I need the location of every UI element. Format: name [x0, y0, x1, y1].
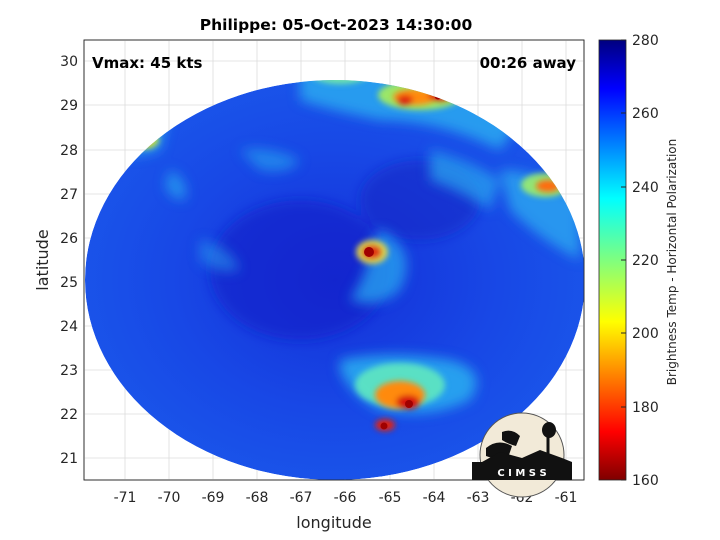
x-tick-label: -71: [114, 490, 137, 506]
y-tick-label: 21: [60, 451, 78, 467]
cimss-logo: C I M S S: [472, 412, 572, 498]
x-tick-label: -66: [334, 490, 357, 506]
colorbar-tick-label: 260: [632, 106, 659, 122]
x-tick-label: -68: [246, 490, 269, 506]
cimss-logo-text: C I M S S: [497, 468, 546, 479]
y-tick-label: 28: [60, 143, 78, 159]
x-tick-label: -64: [423, 490, 446, 506]
x-tick-label: -70: [158, 490, 181, 506]
colorbar-tick-label: 160: [632, 473, 659, 489]
x-tick-label: -69: [202, 490, 225, 506]
chart-title: Philippe: 05-Oct-2023 14:30:00: [200, 16, 473, 34]
axes-frame: [83, 39, 585, 481]
x-tick-label: -61: [555, 490, 578, 506]
y-tick-label: 29: [60, 98, 78, 114]
y-tick-label: 25: [60, 275, 78, 291]
y-axis-label: latitude: [33, 229, 52, 290]
x-tick-label: -65: [379, 490, 402, 506]
y-tick-label: 30: [60, 54, 78, 70]
colorbar: 280 260 240 220 200 180 160 Brightness T…: [598, 33, 679, 489]
x-axis: -71 -70 -69 -68 -67 -66 -65 -64 -63 -62 …: [114, 490, 578, 532]
colorbar-tick-label: 200: [632, 326, 659, 342]
y-tick-label: 24: [60, 319, 78, 335]
colorbar-tick-label: 220: [632, 253, 659, 269]
colorbar-tick-label: 240: [632, 180, 659, 196]
y-tick-label: 23: [60, 363, 78, 379]
colorbar-tick-label: 280: [632, 33, 659, 49]
x-tick-label: -63: [467, 490, 490, 506]
x-axis-label: longitude: [296, 513, 371, 532]
colorbar-label: Brightness Temp - Horizontal Polarizatio…: [665, 139, 679, 386]
time-away-label: 00:26 away: [480, 54, 577, 72]
vmax-label: Vmax: 45 kts: [92, 54, 202, 72]
colorbar-tick-label: 180: [632, 400, 659, 416]
y-tick-label: 22: [60, 407, 78, 423]
y-axis: 30 29 28 27 26 25 24 23 22 21 latitude: [33, 54, 78, 467]
y-tick-label: 27: [60, 187, 78, 203]
y-tick-label: 26: [60, 231, 78, 247]
x-tick-label: -67: [290, 490, 313, 506]
